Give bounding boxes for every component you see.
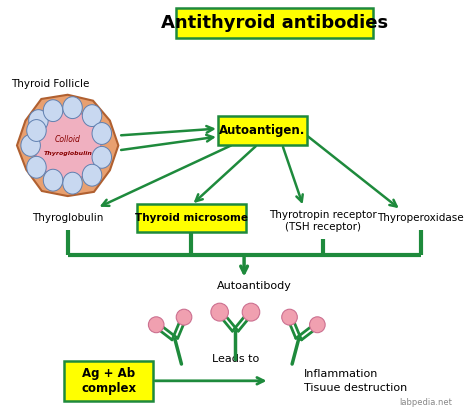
Text: Antithyroid antibodies: Antithyroid antibodies	[161, 14, 388, 32]
Ellipse shape	[29, 110, 48, 131]
Ellipse shape	[21, 135, 40, 157]
Text: Thyrotropin receptor
(TSH receptor): Thyrotropin receptor (TSH receptor)	[269, 210, 377, 232]
Text: Thyroglobulin: Thyroglobulin	[32, 213, 103, 223]
Ellipse shape	[43, 100, 63, 121]
Ellipse shape	[92, 146, 111, 168]
Circle shape	[211, 303, 228, 321]
Text: Thyroid Follicle: Thyroid Follicle	[11, 79, 90, 89]
Ellipse shape	[82, 104, 102, 126]
Text: Autoantibody: Autoantibody	[218, 281, 292, 292]
FancyBboxPatch shape	[176, 8, 373, 38]
Polygon shape	[17, 95, 118, 196]
FancyBboxPatch shape	[218, 116, 308, 145]
Text: Colloid: Colloid	[55, 135, 81, 144]
Circle shape	[148, 317, 164, 333]
FancyBboxPatch shape	[64, 361, 154, 401]
Circle shape	[242, 303, 260, 321]
Ellipse shape	[27, 120, 46, 141]
Text: labpedia.net: labpedia.net	[399, 398, 452, 407]
Ellipse shape	[92, 123, 111, 145]
Ellipse shape	[63, 172, 82, 194]
Circle shape	[282, 309, 297, 325]
Text: Thyroperoxidase: Thyroperoxidase	[377, 213, 464, 223]
Circle shape	[310, 317, 325, 333]
Text: Thyroglobulin: Thyroglobulin	[43, 151, 92, 156]
Ellipse shape	[82, 164, 102, 186]
Ellipse shape	[63, 97, 82, 119]
Circle shape	[176, 309, 192, 325]
Text: Thyroid microsome: Thyroid microsome	[135, 213, 248, 223]
Text: Ag + Ab
complex: Ag + Ab complex	[81, 367, 136, 395]
Text: Inflammation
Tisuue destruction: Inflammation Tisuue destruction	[303, 369, 407, 393]
FancyBboxPatch shape	[137, 204, 246, 232]
Text: Autoantigen.: Autoantigen.	[219, 124, 306, 137]
Text: Leads to: Leads to	[212, 354, 259, 364]
Ellipse shape	[35, 111, 101, 180]
Ellipse shape	[27, 157, 46, 178]
Ellipse shape	[43, 169, 63, 191]
